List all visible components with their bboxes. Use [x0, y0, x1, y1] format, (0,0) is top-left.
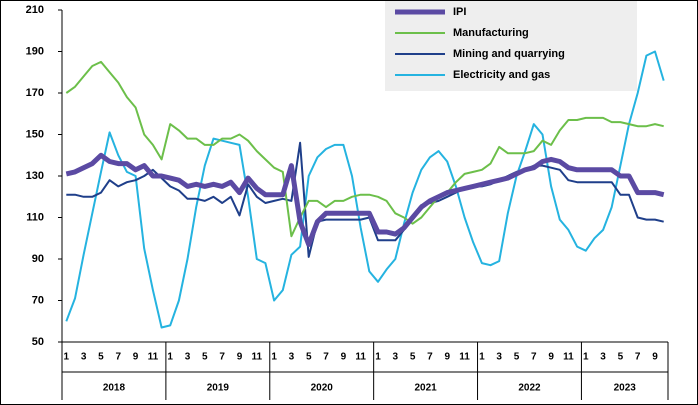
year-label: 2023 — [614, 383, 637, 394]
y-tick-label: 90 — [32, 253, 44, 265]
legend: IPI Manufacturing Mining and quarrying Elec… — [385, 1, 637, 91]
x-tick-label: 9 — [652, 352, 658, 363]
x-tick-label: 5 — [410, 352, 416, 363]
series-line — [65, 50, 665, 329]
x-tick-label: 11 — [251, 352, 262, 363]
x-tick-label: 7 — [219, 352, 225, 363]
x-tick-label: 1 — [583, 352, 589, 363]
x-tick-label: 5 — [618, 352, 624, 363]
x-tick-label: 1 — [375, 352, 381, 363]
legend-label: Electricity and gas — [453, 69, 550, 81]
legend-label: Manufacturing — [453, 27, 529, 39]
x-tick-label: 3 — [600, 352, 606, 363]
x-tick-label: 1 — [64, 352, 70, 363]
x-tick-label: 7 — [323, 352, 329, 363]
y-tick-label: 130 — [26, 170, 44, 182]
year-label: 2020 — [311, 383, 334, 394]
x-tick-label: 9 — [341, 352, 347, 363]
x-tick-label: 3 — [81, 352, 87, 363]
x-tick-label: 9 — [237, 352, 243, 363]
x-tick-label: 11 — [355, 352, 366, 363]
y-tick-label: 210 — [26, 4, 44, 16]
x-tick-label: 5 — [514, 352, 520, 363]
x-tick-label: 3 — [185, 352, 191, 363]
x-tick-label: 5 — [98, 352, 104, 363]
y-tick-label: 150 — [26, 128, 44, 140]
year-label: 2018 — [103, 383, 126, 394]
x-tick-label: 5 — [306, 352, 312, 363]
x-tick-label: 5 — [202, 352, 208, 363]
x-tick-label: 9 — [133, 352, 139, 363]
x-tick-label: 7 — [427, 352, 433, 363]
year-label: 2021 — [414, 383, 437, 394]
x-tick-label: 3 — [289, 352, 295, 363]
y-tick-label: 190 — [26, 45, 44, 57]
x-tick-label: 1 — [167, 352, 173, 363]
y-tick-label: 70 — [32, 294, 44, 306]
legend-label: Mining and quarrying — [453, 48, 565, 60]
x-tick-label: 3 — [496, 352, 502, 363]
series-line — [66, 141, 664, 258]
year-label: 2022 — [518, 383, 541, 394]
y-tick-label: 110 — [26, 211, 44, 223]
x-tick-label: 7 — [531, 352, 537, 363]
x-tick-label: 11 — [563, 352, 574, 363]
x-tick-label: 1 — [479, 352, 485, 363]
x-tick-label: 11 — [459, 352, 470, 363]
legend-label: IPI — [453, 6, 466, 18]
x-tick-label: 7 — [635, 352, 641, 363]
x-tick-label: 9 — [548, 352, 554, 363]
x-tick-label: 7 — [115, 352, 121, 363]
series-line — [65, 60, 664, 238]
year-label: 2019 — [207, 383, 230, 394]
x-tick-label: 3 — [393, 352, 399, 363]
x-tick-label: 11 — [148, 352, 159, 363]
y-tick-label: 170 — [26, 87, 44, 99]
y-tick-label: 50 — [32, 336, 44, 348]
x-tick-label: 9 — [444, 352, 450, 363]
series-line — [65, 152, 665, 247]
x-tick-label: 1 — [271, 352, 277, 363]
